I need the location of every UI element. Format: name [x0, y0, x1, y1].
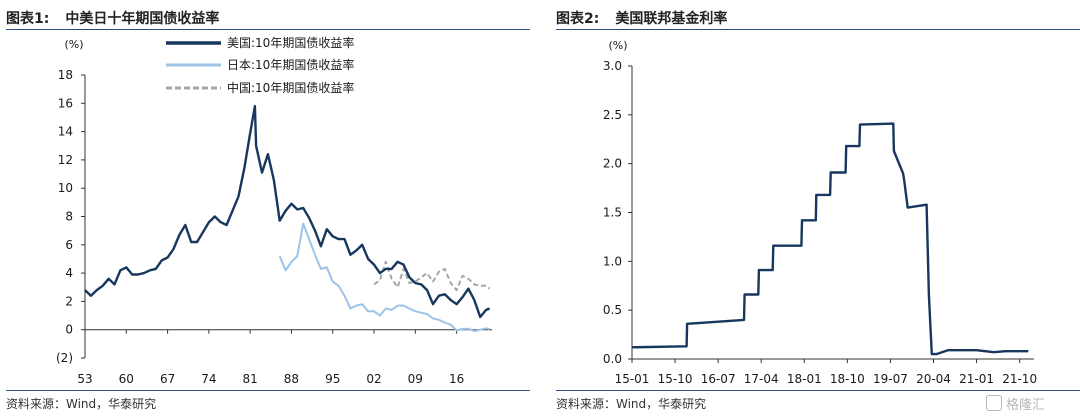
y-tick-label: 8	[65, 210, 73, 224]
y-axis-unit-label: (%)	[608, 39, 627, 52]
x-tick-label: 21-01	[959, 372, 994, 386]
legend-us-label: 美国:10年期国债收益率	[227, 35, 354, 50]
y-tick-label: 6	[65, 238, 73, 252]
left-chart-title: 图表1: 中美日十年期国债收益率	[6, 8, 219, 28]
y-tick-label: 0	[65, 323, 73, 337]
legend-japan-label: 日本:10年期国债收益率	[227, 57, 354, 72]
watermark-icon	[986, 395, 1002, 411]
left-footer-rule	[6, 390, 530, 391]
y-tick-label: 14	[58, 125, 73, 139]
x-tick-label: 02	[366, 372, 381, 386]
right-chart-title: 图表2: 美国联邦基金利率	[556, 8, 727, 28]
china-yield-line	[373, 260, 491, 292]
legend-china-label: 中国:10年期国债收益率	[227, 80, 354, 95]
y-tick-label: 16	[58, 96, 73, 110]
x-tick-label: 16	[449, 372, 464, 386]
left-chart-title-number: 图表1:	[6, 11, 50, 27]
x-tick-label: 18-01	[787, 372, 822, 386]
y-tick-label: 3.0	[603, 59, 622, 73]
x-tick-label: 53	[77, 372, 92, 386]
y-tick-label: (2)	[56, 351, 73, 365]
left-source-note: 资料来源：Wind，华泰研究	[6, 397, 157, 411]
fed-funds-rate-line	[631, 122, 1029, 356]
left-chart-title-text: 中美日十年期国债收益率	[65, 11, 220, 27]
y-tick-label: 1.5	[603, 206, 622, 220]
y-tick-label: 1.0	[603, 254, 622, 268]
right-footer-rule	[556, 390, 1080, 391]
left-title-rule	[6, 29, 530, 30]
x-tick-label: 21-10	[1002, 372, 1037, 386]
watermark-logo: 格隆汇	[986, 393, 1072, 413]
x-tick-label: 95	[325, 372, 340, 386]
right-chart-title-number: 图表2:	[556, 11, 600, 27]
right-chart-panel: 图表2: 美国联邦基金利率 (%) 0.0 0.5 1.0 1.5 2.0 2.5 3.0 15-…	[550, 0, 1080, 416]
y-tick-label: 12	[58, 153, 73, 167]
y-tick-label: 4	[65, 266, 73, 280]
x-tick-label: 15-10	[658, 372, 693, 386]
x-tick-label: 18-10	[830, 372, 865, 386]
right-source-note: 资料来源：Wind，华泰研究	[556, 397, 707, 411]
y-tick-label: 2.5	[603, 108, 622, 122]
x-tick-label: 20-04	[916, 372, 951, 386]
x-tick-label: 09	[408, 372, 423, 386]
x-tick-label: 60	[119, 372, 134, 386]
x-tick-label: 74	[201, 372, 216, 386]
x-tick-label: 67	[160, 372, 175, 386]
left-chart-panel: 图表1: 中美日十年期国债收益率 (%) (2) 0 2 4 6 8 10 12 14 16 18 53 6…	[0, 0, 530, 416]
right-title-rule	[556, 29, 1080, 30]
x-tick-label: 15-01	[615, 372, 650, 386]
right-chart-title-text: 美国联邦基金利率	[615, 11, 728, 27]
watermark-text: 格隆汇	[1006, 398, 1046, 413]
y-tick-label: 2.0	[603, 157, 622, 171]
x-tick-label: 17-04	[744, 372, 779, 386]
japan-yield-line	[278, 222, 490, 333]
x-tick-label: 19-07	[873, 372, 908, 386]
x-tick-label: 81	[243, 372, 258, 386]
us-yield-line	[84, 104, 491, 319]
y-tick-label: 0.5	[603, 303, 622, 317]
y-axis-unit-label: (%)	[64, 38, 83, 51]
y-tick-label: 18	[58, 68, 73, 82]
y-tick-label: 2	[65, 294, 73, 308]
x-tick-label: 16-07	[701, 372, 736, 386]
x-tick-label: 88	[284, 372, 299, 386]
y-tick-label: 0.0	[603, 352, 622, 366]
y-tick-label: 10	[58, 181, 73, 195]
fed-funds-rate-chart: (%) 0.0 0.5 1.0 1.5 2.0 2.5 3.0 15-01 15-10 16-07 1…	[603, 39, 1037, 386]
